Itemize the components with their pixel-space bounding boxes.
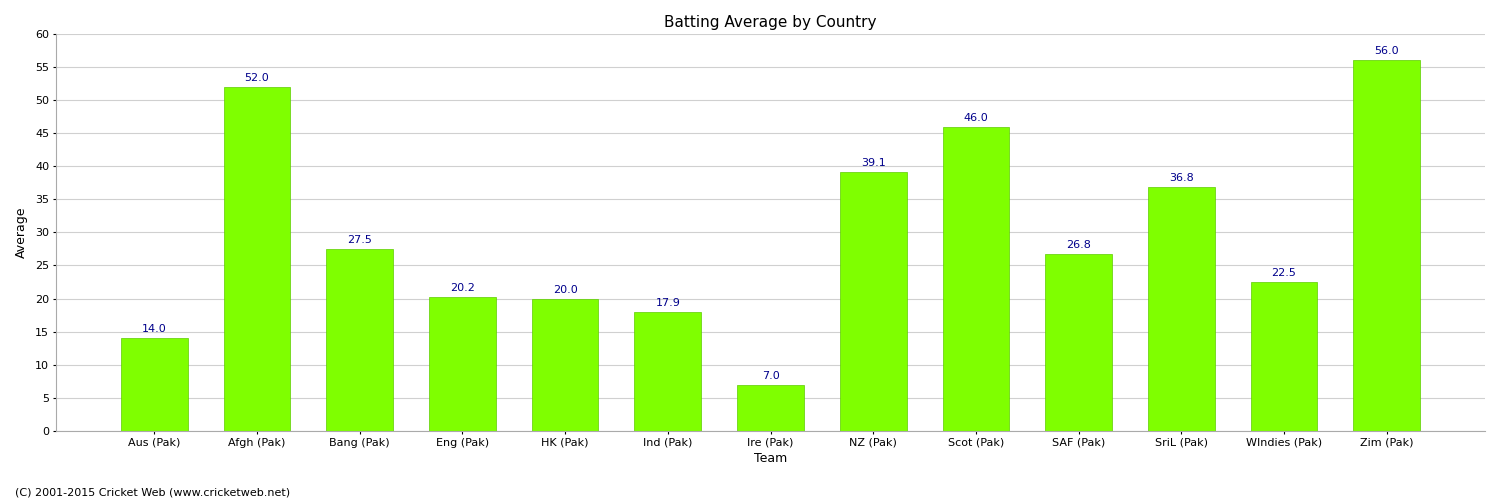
Bar [122,338,188,431]
Text: 52.0: 52.0 [244,73,270,83]
Bar [429,298,496,431]
Bar [224,87,291,431]
Text: 46.0: 46.0 [963,112,988,122]
Text: 7.0: 7.0 [762,370,780,380]
X-axis label: Team: Team [754,452,788,465]
Bar [736,384,804,431]
Text: 17.9: 17.9 [656,298,681,308]
Text: 56.0: 56.0 [1374,46,1400,56]
Y-axis label: Average: Average [15,206,28,258]
Text: 39.1: 39.1 [861,158,885,168]
Title: Batting Average by Country: Batting Average by Country [664,15,878,30]
Text: 20.2: 20.2 [450,284,476,294]
Bar [327,249,393,431]
Text: 22.5: 22.5 [1272,268,1296,278]
Bar [531,298,598,431]
Text: 27.5: 27.5 [348,235,372,245]
Text: 14.0: 14.0 [142,324,166,334]
Bar [634,312,700,431]
Text: 36.8: 36.8 [1168,174,1194,184]
Text: 20.0: 20.0 [552,284,578,294]
Bar [942,126,1010,431]
Bar [1353,60,1420,431]
Bar [1148,188,1215,431]
Text: (C) 2001-2015 Cricket Web (www.cricketweb.net): (C) 2001-2015 Cricket Web (www.cricketwe… [15,488,290,498]
Bar [840,172,906,431]
Bar [1046,254,1112,431]
Bar [1251,282,1317,431]
Text: 26.8: 26.8 [1066,240,1090,250]
